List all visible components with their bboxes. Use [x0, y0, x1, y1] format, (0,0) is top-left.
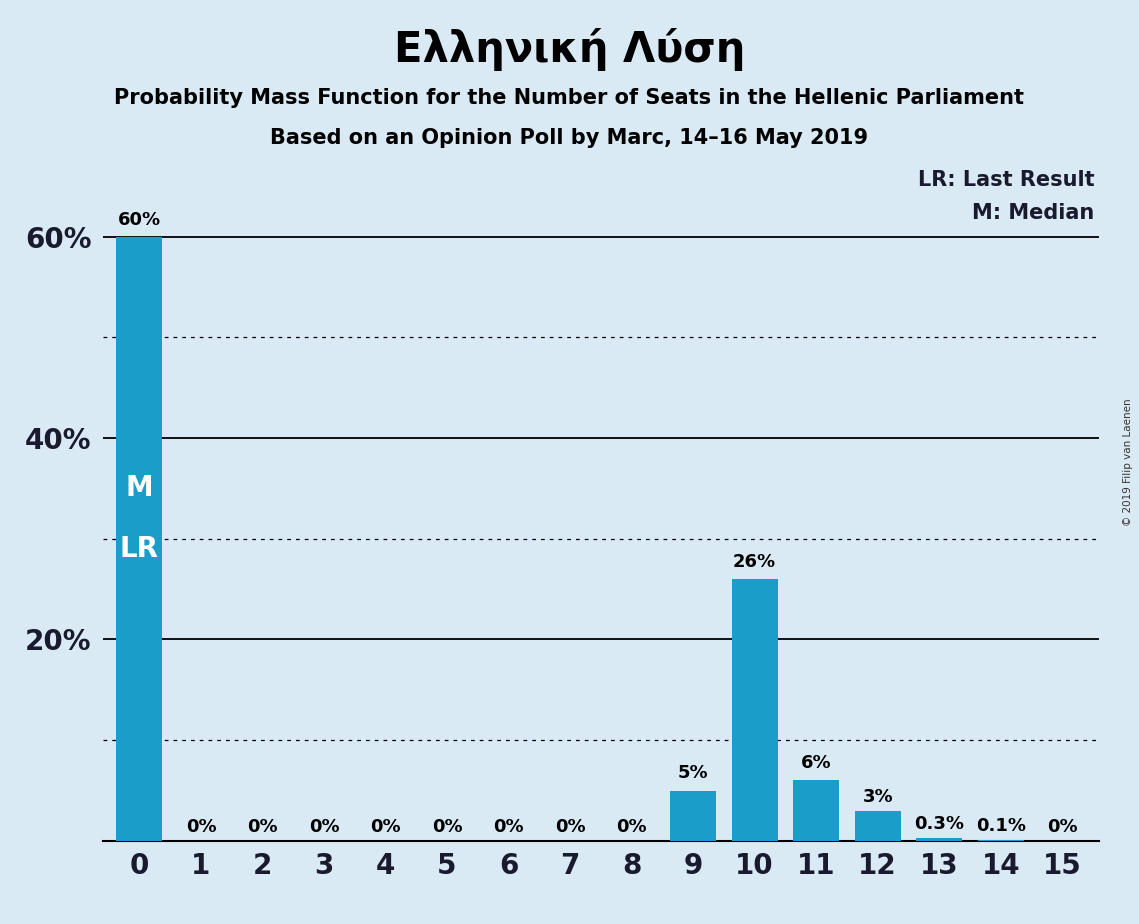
Text: 5%: 5% [678, 764, 708, 783]
Text: 0%: 0% [186, 818, 216, 836]
Text: LR: Last Result: LR: Last Result [918, 170, 1095, 189]
Text: 6%: 6% [801, 754, 831, 772]
Text: 0%: 0% [370, 818, 401, 836]
Text: 0%: 0% [309, 818, 339, 836]
Text: 0.3%: 0.3% [915, 815, 965, 833]
Bar [116, 237, 163, 841]
Text: 0%: 0% [616, 818, 647, 836]
Bar [854, 810, 901, 841]
Text: 0%: 0% [247, 818, 278, 836]
Text: 0%: 0% [555, 818, 585, 836]
Bar [731, 579, 778, 841]
Bar [916, 838, 962, 841]
Text: Based on an Opinion Poll by Marc, 14–16 May 2019: Based on an Opinion Poll by Marc, 14–16 … [270, 128, 869, 148]
Text: Ελληνική Λύση: Ελληνική Λύση [394, 28, 745, 71]
Text: 3%: 3% [862, 787, 893, 806]
Text: M: Median: M: Median [972, 203, 1095, 224]
Text: 26%: 26% [734, 553, 776, 571]
Bar [793, 781, 839, 841]
Text: 0%: 0% [1047, 818, 1077, 836]
Text: LR: LR [120, 535, 159, 563]
Text: Probability Mass Function for the Number of Seats in the Hellenic Parliament: Probability Mass Function for the Number… [115, 88, 1024, 108]
Text: 0%: 0% [432, 818, 462, 836]
Bar [670, 791, 716, 841]
Text: 60%: 60% [117, 211, 161, 229]
Bar [977, 840, 1024, 841]
Text: 0.1%: 0.1% [976, 817, 1026, 834]
Text: 0%: 0% [493, 818, 524, 836]
Text: M: M [125, 475, 154, 503]
Text: © 2019 Filip van Laenen: © 2019 Filip van Laenen [1123, 398, 1133, 526]
